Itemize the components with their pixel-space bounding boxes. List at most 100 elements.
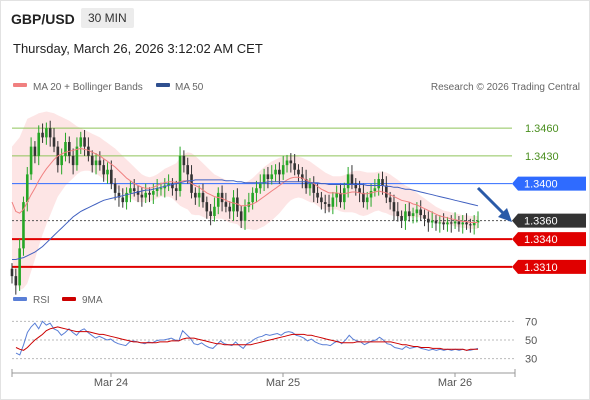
candle-body [37,132,41,156]
candle-body [339,192,342,203]
candle-body [41,132,44,138]
candle-body [232,197,235,212]
candle-body [197,192,201,198]
candle-body [438,222,442,224]
candle-body [274,169,277,175]
candle-body [258,183,262,189]
rsi-ma-legend-label: 9MA [82,295,103,306]
candle-body [174,188,178,192]
candle-body [98,160,102,166]
candle-body [415,209,419,214]
candle-body [121,197,125,203]
level-label-1.3400: 1.3400 [524,179,558,191]
ma20-line [11,147,478,223]
datetime-label: Thursday, March 26, 2026 3:12:02 AM CET [13,41,263,56]
rsi-tick-70: 70 [525,316,537,328]
candle-body [423,215,426,219]
candle-body [45,128,48,138]
candle-body [205,202,209,212]
forecast-arrow-head [498,208,512,222]
candle-body [194,192,197,198]
candle-body [335,192,338,198]
candle-body [209,211,212,216]
candle-body [25,174,29,203]
candle-body [293,163,296,170]
candle-body [201,192,205,203]
candle-body [323,202,327,204]
candle-body [312,183,316,193]
candle-body [469,224,472,226]
candle-body [346,174,350,189]
timeframe-button[interactable]: 30 MIN [81,8,134,28]
candle-body [304,179,308,189]
symbol-title: GBP/USD [11,11,75,27]
candle-body [144,192,147,198]
candle-body [407,211,411,216]
candle-body [457,221,461,225]
candle-body [60,155,63,166]
forecast-arrow [476,186,507,217]
candle-body [419,209,423,216]
candle-body [281,165,285,175]
candle-body [213,206,216,216]
rsi-line [15,320,479,356]
candle-body [110,169,113,184]
candle-body [52,137,56,147]
candle-body [266,174,270,179]
candle-body [29,146,33,175]
candle-body [297,169,300,175]
rsi-tick-30: 30 [525,354,537,366]
candle-body [354,183,358,189]
candle-body [300,174,304,179]
candle-body [22,202,25,249]
candle-body [262,174,266,184]
level-tag-1.3400 [512,176,586,191]
candle-body [465,222,468,225]
candle-body [87,146,90,156]
candle-body [369,191,373,198]
candle-body [113,183,117,193]
candle-body [442,222,445,225]
candle-body [396,211,400,216]
ma20-legend-label: MA 20 + Bollinger Bands [33,82,143,93]
candle-body [270,174,274,179]
candle-body [75,146,79,166]
candle-body [228,206,232,212]
candle-body [411,213,415,216]
candle-body [178,155,182,192]
candle-body [186,165,190,175]
candle-body [64,142,67,156]
candle-body [14,276,18,286]
candle-body [320,197,323,203]
x-tick-label-2: Mar 26 [438,377,472,389]
candle-body [117,192,121,198]
candle-body [136,191,140,195]
candle-body [404,211,407,221]
candle-body [67,142,71,156]
candle-body [216,192,220,207]
candle-body [331,197,335,207]
candle-body [140,194,144,198]
level-label-1.3460: 1.3460 [525,123,559,135]
candle-body [90,155,94,166]
candle-body [358,188,361,193]
candle-body [365,197,369,203]
rsi-legend-swatch [13,297,27,301]
candle-body [373,188,377,192]
level-tag-1.3340 [512,232,586,247]
level-label-1.3360: 1.3360 [524,216,558,228]
candle-body [327,203,331,207]
candle-body [285,160,289,166]
candle-body [385,185,388,198]
candle-body [453,221,457,224]
candle-body [220,192,224,203]
candle-body [132,188,136,192]
candle-body [449,222,453,224]
candle-body [430,220,434,223]
candle-body [461,222,465,225]
candle-body [171,183,174,189]
candle-body [18,248,21,286]
candle-body [148,192,151,195]
candle-body [83,137,86,147]
